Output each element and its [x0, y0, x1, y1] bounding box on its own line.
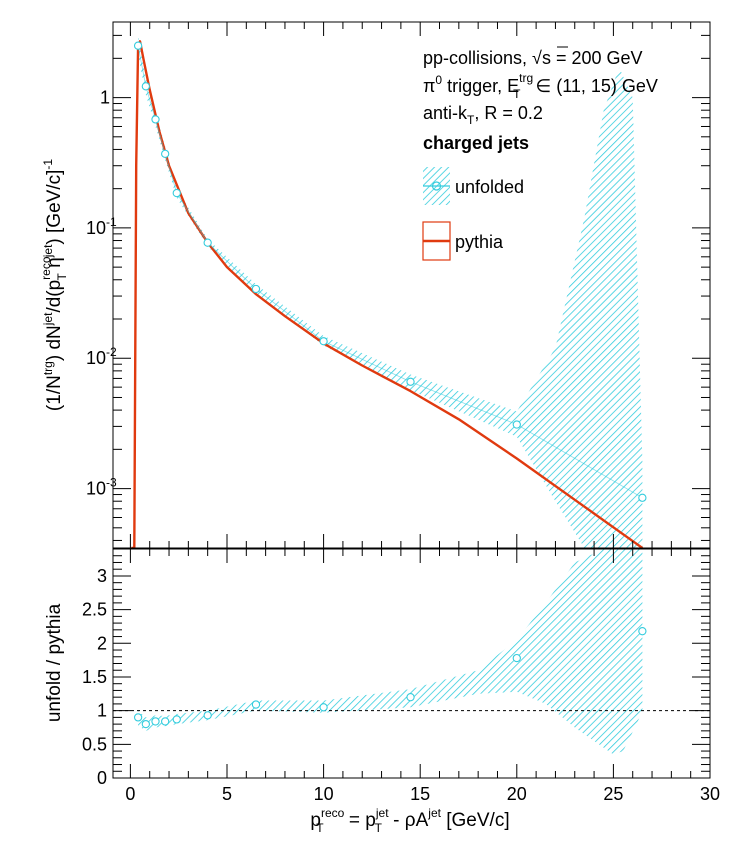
- top-y-axis-label: (1/Ntrg) dNjet/d(preco T ηjet) [GeV/c]-1: [39, 159, 69, 411]
- unfolded-point: [172, 188, 181, 198]
- x-tick-label: 30: [700, 784, 720, 804]
- ratio-point: [203, 711, 212, 720]
- top-y-ticks: 1 10-1 10-2 10-3: [86, 34, 710, 541]
- bottom-panel: 0 0.5 1 1.5 2 2.5 3: [82, 548, 711, 788]
- y-tick-label: 3: [97, 566, 107, 586]
- unfolded-point: [512, 420, 521, 429]
- unfolded-point: [151, 115, 160, 124]
- y-tick-label: 1: [100, 88, 110, 108]
- legend: unfolded pythia: [422, 167, 524, 261]
- unfolded-band: [138, 35, 643, 548]
- unfolded-point: [203, 238, 212, 247]
- x-tick-label: 5: [222, 784, 232, 804]
- ratio-point: [512, 653, 521, 663]
- x-tick-label: 20: [507, 784, 527, 804]
- unfolded-point: [141, 82, 150, 91]
- ratio-point: [141, 719, 150, 729]
- ratio-markers: [133, 627, 647, 729]
- ratio-point: [161, 717, 170, 726]
- annotation-collisions: pp-collisions, √s = 200 GeV: [423, 48, 643, 68]
- top-frame: [112, 21, 711, 549]
- unfolded-point: [406, 377, 415, 386]
- ratio-point: [133, 713, 143, 722]
- x-tick-label: 10: [314, 784, 334, 804]
- y-tick-label: 10-3: [86, 476, 117, 499]
- bottom-frame: [112, 548, 711, 779]
- ratio-point: [151, 717, 160, 726]
- bottom-y-axis-label: unfold / pythia: [44, 603, 65, 722]
- ratio-point: [406, 693, 415, 702]
- annotation-jets: charged jets: [423, 133, 529, 153]
- y-tick-label: 0.5: [82, 734, 107, 754]
- annotation-block: pp-collisions, √s = 200 GeV π0 trigger, …: [423, 46, 658, 153]
- ratio-point: [172, 715, 181, 724]
- legend-unfolded-marker: [431, 181, 442, 191]
- top-panel: 1 10-1 10-2 10-3: [86, 21, 711, 549]
- unfolded-markers: [133, 41, 647, 502]
- ratio-uncertainty-band: [138, 549, 643, 755]
- y-tick-label: 0: [97, 768, 107, 788]
- ratio-band: [138, 549, 643, 755]
- unfolded-point: [161, 149, 170, 158]
- y-tick-label: 2.5: [82, 600, 107, 620]
- legend-unfolded-label: unfolded: [455, 177, 524, 197]
- x-tick-label: 15: [410, 784, 430, 804]
- unfolded-point: [319, 337, 328, 346]
- unfolded-point: [638, 493, 647, 502]
- y-tick-label: 10-1: [86, 215, 117, 238]
- unfolded-point: [251, 284, 261, 294]
- x-ticks: 0 5 10 15 20 25 30: [125, 22, 720, 804]
- x-tick-label: 0: [125, 784, 135, 804]
- ratio-point: [638, 627, 647, 636]
- x-tick-label: 25: [603, 784, 623, 804]
- unfolded-point: [133, 41, 143, 50]
- legend-pythia-label: pythia: [455, 232, 504, 252]
- y-tick-label: 10-2: [86, 345, 117, 368]
- y-tick-label: 2: [97, 633, 107, 653]
- annotation-algorithm: anti-kT, R = 0.2: [423, 103, 543, 127]
- unfolded-uncertainty-band: [138, 35, 643, 548]
- ratio-point: [251, 700, 261, 709]
- ratio-point: [319, 703, 328, 712]
- y-tick-label: 1.5: [82, 667, 107, 687]
- annotation-trigger: π0 trigger, Etrg T ∈ (11, 15) GeV: [423, 71, 658, 101]
- x-axis-label: preco T = pjet T - ρAjet [GeV/c]: [310, 806, 509, 835]
- sqrt-symbol: √: [532, 48, 542, 68]
- y-tick-label: 1: [97, 701, 107, 721]
